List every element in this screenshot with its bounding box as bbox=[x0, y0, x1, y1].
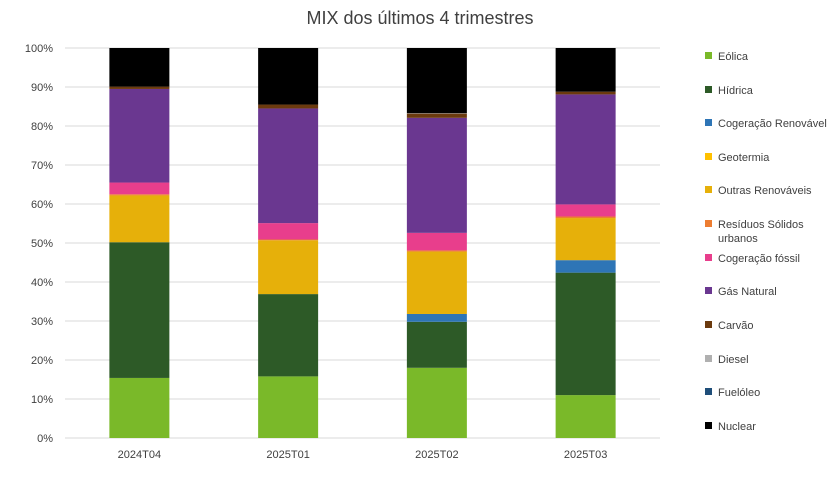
bar-segment bbox=[258, 239, 319, 241]
legend-label: Hídrica bbox=[718, 85, 754, 97]
legend-label: Cogeração Renovável bbox=[718, 118, 827, 130]
legend-swatch bbox=[705, 220, 712, 227]
x-tick-label: 2025T03 bbox=[564, 449, 607, 461]
y-tick-label: 100% bbox=[25, 43, 53, 55]
bar-segment bbox=[109, 194, 170, 196]
y-tick-label: 80% bbox=[31, 121, 53, 133]
legend-label: Geotermia bbox=[718, 152, 770, 164]
bar-segment bbox=[109, 48, 170, 87]
legend-swatch bbox=[705, 422, 712, 429]
legend-label: Carvão bbox=[718, 320, 753, 332]
bar-segment bbox=[109, 88, 170, 183]
bar-segment bbox=[406, 232, 467, 251]
bar-segment bbox=[406, 251, 467, 314]
bar-segment bbox=[555, 218, 616, 261]
y-tick-label: 40% bbox=[31, 277, 53, 289]
y-tick-label: 90% bbox=[31, 82, 53, 94]
legend-swatch bbox=[705, 119, 712, 126]
bar-segment bbox=[109, 195, 170, 243]
bar-segment bbox=[406, 367, 467, 438]
legend-label: Nuclear bbox=[718, 421, 756, 433]
legend-swatch bbox=[705, 287, 712, 294]
y-tick-label: 60% bbox=[31, 199, 53, 211]
bar-segment bbox=[258, 294, 319, 377]
legend-label: Fuelóleo bbox=[718, 387, 760, 399]
bar-segment bbox=[109, 242, 170, 378]
bar-segment bbox=[555, 94, 616, 205]
legend-swatch bbox=[705, 254, 712, 261]
bar-segment bbox=[555, 91, 616, 95]
legend-swatch bbox=[705, 321, 712, 328]
bar-segment bbox=[406, 313, 467, 322]
bar-segment bbox=[258, 223, 319, 240]
bar-segment bbox=[406, 48, 467, 114]
bar-segment bbox=[555, 204, 616, 217]
chart-title: MIX dos últimos 4 trimestres bbox=[306, 8, 533, 28]
legend-label: Cogeração fóssil bbox=[718, 253, 800, 265]
legend-label: Resíduos Sólidos bbox=[718, 219, 804, 231]
y-tick-label: 10% bbox=[31, 394, 53, 406]
y-tick-label: 0% bbox=[37, 433, 53, 445]
bar-segment bbox=[406, 113, 467, 118]
legend-swatch bbox=[705, 86, 712, 93]
bar-segment bbox=[258, 240, 319, 295]
bar-segment bbox=[406, 321, 467, 368]
bar-segment bbox=[109, 86, 170, 89]
x-tick-label: 2025T02 bbox=[415, 449, 458, 461]
y-tick-label: 20% bbox=[31, 355, 53, 367]
bar-segment bbox=[555, 395, 616, 438]
x-tick-label: 2024T04 bbox=[118, 449, 161, 461]
bar-segment bbox=[109, 377, 170, 438]
bar-segment bbox=[258, 376, 319, 438]
bar-segment bbox=[406, 117, 467, 233]
legend-swatch bbox=[705, 52, 712, 59]
bar-segment bbox=[258, 104, 319, 109]
bar-segment bbox=[555, 48, 616, 92]
bar-segment bbox=[258, 48, 319, 105]
bar-segment bbox=[555, 216, 616, 219]
bar-segment bbox=[109, 182, 170, 195]
bar-segment bbox=[406, 250, 467, 252]
legend-label: Eólica bbox=[718, 51, 749, 63]
legend-label: Diesel bbox=[718, 354, 749, 366]
y-tick-label: 30% bbox=[31, 316, 53, 328]
bar-segment bbox=[258, 108, 319, 224]
legend-label: urbanos bbox=[718, 233, 758, 245]
legend-swatch bbox=[705, 388, 712, 395]
legend-swatch bbox=[705, 355, 712, 362]
bar-segment bbox=[406, 113, 467, 114]
legend-swatch bbox=[705, 153, 712, 160]
y-tick-label: 70% bbox=[31, 160, 53, 172]
legend-swatch bbox=[705, 186, 712, 193]
y-tick-label: 50% bbox=[31, 238, 53, 250]
x-tick-label: 2025T01 bbox=[266, 449, 309, 461]
legend-label: Outras Renováveis bbox=[718, 185, 812, 197]
bar-segment bbox=[555, 272, 616, 396]
legend-label: Gás Natural bbox=[718, 286, 777, 298]
bar-segment bbox=[555, 260, 616, 273]
